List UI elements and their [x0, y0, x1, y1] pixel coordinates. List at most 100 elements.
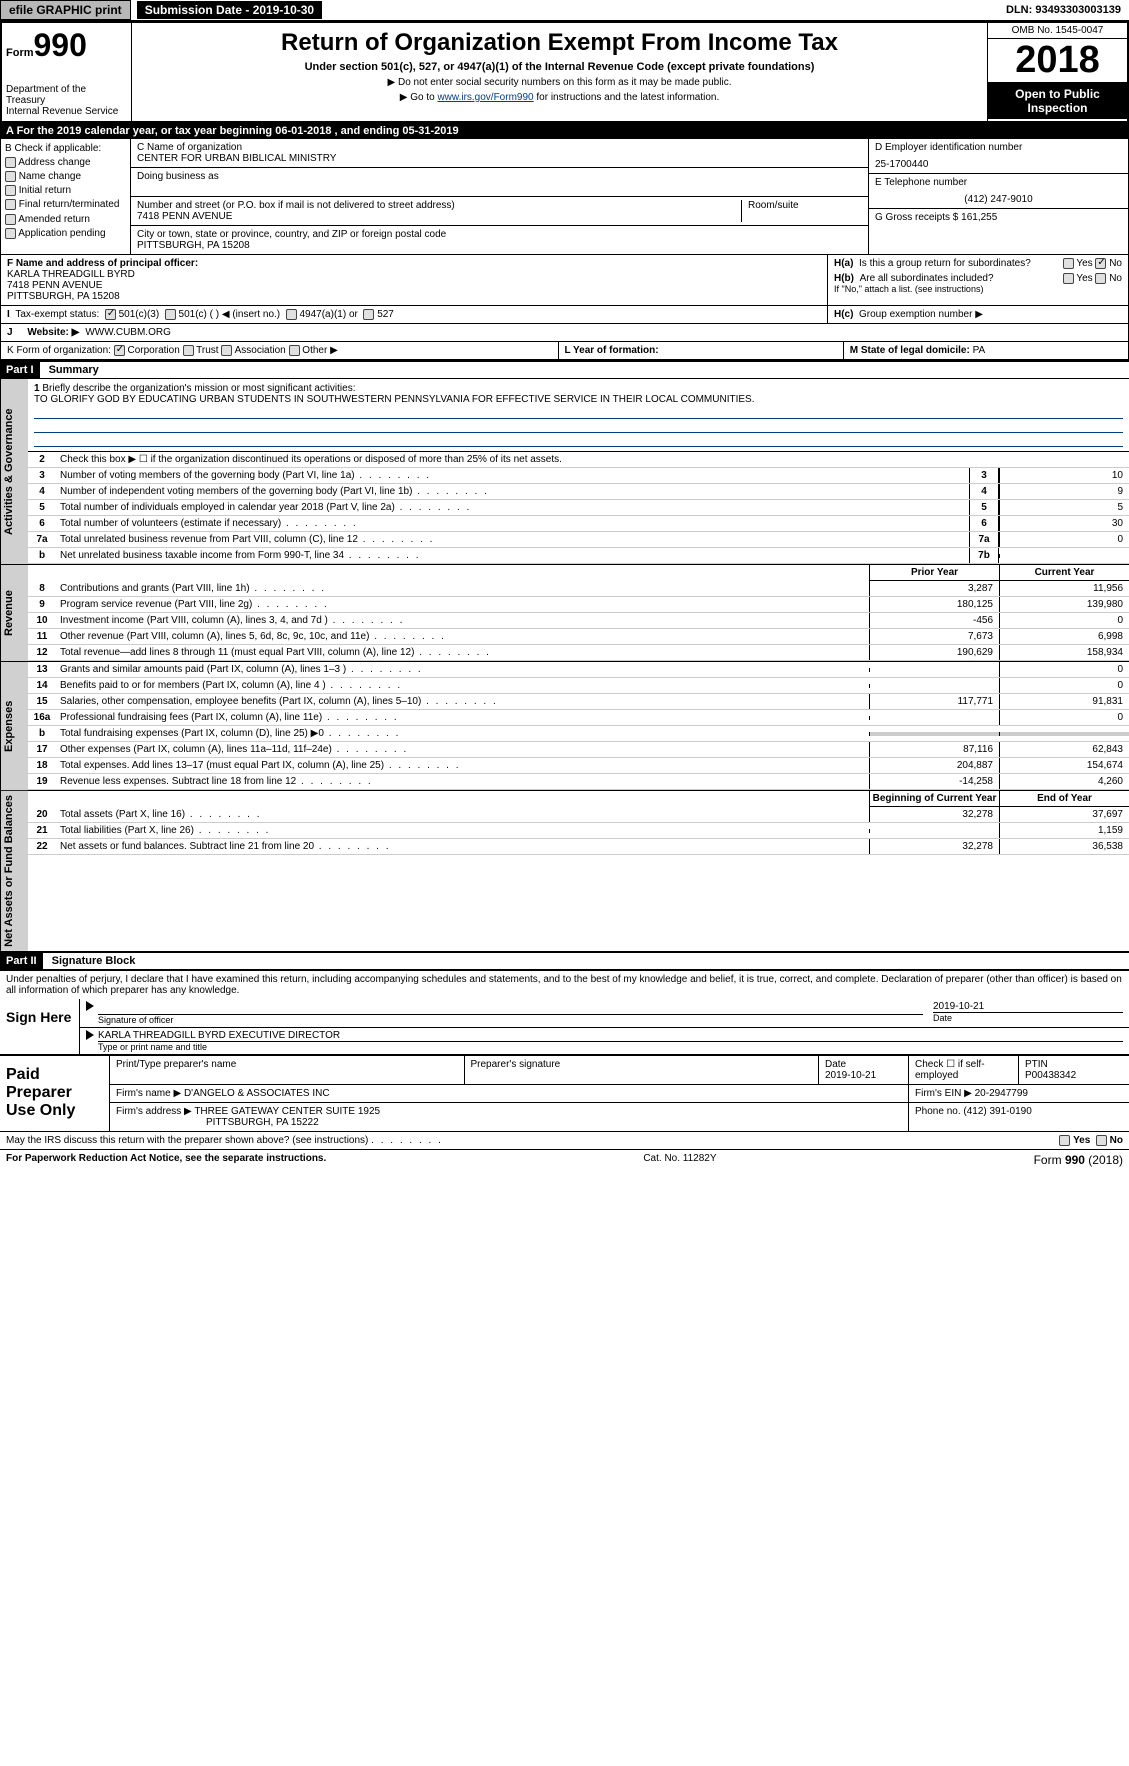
- irs-link[interactable]: www.irs.gov/Form990: [437, 92, 533, 103]
- table-row: 16aProfessional fundraising fees (Part I…: [28, 710, 1129, 726]
- firm-name: D'ANGELO & ASSOCIATES INC: [184, 1088, 330, 1099]
- dba-label: Doing business as: [137, 171, 862, 182]
- dept-label: Department of the Treasury: [6, 84, 127, 106]
- check-self-employed: Check ☐ if self-employed: [909, 1056, 1019, 1084]
- mission-text: TO GLORIFY GOD BY EDUCATING URBAN STUDEN…: [34, 394, 754, 405]
- form-subtitle: Under section 501(c), 527, or 4947(a)(1)…: [138, 61, 981, 73]
- form-number: Form990: [6, 27, 127, 64]
- prep-name-label: Print/Type preparer's name: [110, 1056, 465, 1084]
- dba-value: [137, 182, 862, 193]
- period-row: A For the 2019 calendar year, or tax yea…: [0, 123, 1129, 139]
- firm-phone: (412) 391-0190: [963, 1106, 1031, 1117]
- table-row: 9Program service revenue (Part VIII, lin…: [28, 597, 1129, 613]
- table-row: 18Total expenses. Add lines 13–17 (must …: [28, 758, 1129, 774]
- table-row: 22Net assets or fund balances. Subtract …: [28, 839, 1129, 855]
- table-row: 20Total assets (Part X, line 16)32,27837…: [28, 807, 1129, 823]
- website-value: WWW.CUBM.ORG: [85, 327, 171, 338]
- table-row: 14Benefits paid to or for members (Part …: [28, 678, 1129, 694]
- discuss-text: May the IRS discuss this return with the…: [6, 1135, 368, 1146]
- officer-label: F Name and address of principal officer:: [7, 258, 821, 269]
- cb-other[interactable]: [289, 345, 300, 356]
- ha-no[interactable]: [1095, 258, 1106, 269]
- footer-left: For Paperwork Reduction Act Notice, see …: [6, 1153, 326, 1167]
- efile-button[interactable]: efile GRAPHIC print: [0, 0, 131, 20]
- table-row: bTotal fundraising expenses (Part IX, co…: [28, 726, 1129, 742]
- arrow-icon: [86, 1001, 94, 1011]
- cb-trust[interactable]: [183, 345, 194, 356]
- cb-501c[interactable]: [165, 309, 176, 320]
- top-bar: efile GRAPHIC print Submission Date - 20…: [0, 0, 1129, 21]
- officer-addr1: 7418 PENN AVENUE: [7, 280, 821, 291]
- cb-corp[interactable]: [114, 345, 125, 356]
- table-row: 21Total liabilities (Part X, line 26)1,1…: [28, 823, 1129, 839]
- date-label: Date: [933, 1013, 1123, 1023]
- table-row: 7aTotal unrelated business revenue from …: [28, 532, 1129, 548]
- hb-yes[interactable]: [1063, 273, 1074, 284]
- paid-preparer-label: Paid Preparer Use Only: [0, 1056, 110, 1131]
- discuss-no[interactable]: [1096, 1135, 1107, 1146]
- discuss-yes[interactable]: [1059, 1135, 1070, 1146]
- arrow-icon: [86, 1030, 94, 1040]
- current-year-header: Current Year: [999, 565, 1129, 581]
- footer: For Paperwork Reduction Act Notice, see …: [0, 1149, 1129, 1170]
- officer-name: KARLA THREADGILL BYRD: [7, 269, 821, 280]
- footer-center: Cat. No. 11282Y: [643, 1153, 716, 1167]
- form-header: Form990 Department of the Treasury Inter…: [0, 21, 1129, 123]
- table-row: 19Revenue less expenses. Subtract line 1…: [28, 774, 1129, 790]
- firm-ein: 20-2947799: [975, 1088, 1028, 1099]
- cb-527[interactable]: [363, 309, 374, 320]
- omb-number: OMB No. 1545-0047: [988, 23, 1127, 39]
- ha-yes[interactable]: [1063, 258, 1074, 269]
- col-b-header: B Check if applicable:: [5, 143, 126, 154]
- cb-501c3[interactable]: [105, 309, 116, 320]
- cb-initial-return[interactable]: [5, 185, 16, 196]
- officer-addr2: PITTSBURGH, PA 15208: [7, 291, 821, 302]
- hb-note: If "No," attach a list. (see instruction…: [834, 284, 1122, 294]
- part2-header: Part II: [0, 953, 43, 969]
- identity-grid: B Check if applicable: Address change Na…: [0, 139, 1129, 255]
- city-value: PITTSBURGH, PA 15208: [137, 240, 862, 251]
- vtab-governance: Activities & Governance: [0, 379, 28, 564]
- table-row: 5Total number of individuals employed in…: [28, 500, 1129, 516]
- table-row: 15Salaries, other compensation, employee…: [28, 694, 1129, 710]
- ein-label: D Employer identification number: [875, 142, 1122, 153]
- submission-date: Submission Date - 2019-10-30: [137, 1, 322, 19]
- prep-sig-label: Preparer's signature: [465, 1056, 820, 1084]
- part1-header: Part I: [0, 362, 40, 378]
- table-row: 12Total revenue—add lines 8 through 11 (…: [28, 645, 1129, 661]
- dln: DLN: 93493303003139: [998, 2, 1129, 18]
- gross-value: 161,255: [961, 212, 997, 223]
- sign-here-label: Sign Here: [0, 999, 80, 1054]
- hb-no[interactable]: [1095, 273, 1106, 284]
- table-row: 3Number of voting members of the governi…: [28, 468, 1129, 484]
- table-row: 10Investment income (Part VIII, column (…: [28, 613, 1129, 629]
- tel-value: (412) 247-9010: [875, 194, 1122, 205]
- note-1: ▶ Do not enter social security numbers o…: [138, 77, 981, 88]
- firm-addr2: PITTSBURGH, PA 15222: [206, 1117, 319, 1128]
- cb-address-change[interactable]: [5, 157, 16, 168]
- cb-amended[interactable]: [5, 214, 16, 225]
- open-public-badge: Open to Public Inspection: [988, 83, 1127, 119]
- table-row: 13Grants and similar amounts paid (Part …: [28, 662, 1129, 678]
- officer-row: F Name and address of principal officer:…: [0, 255, 1129, 306]
- vtab-revenue: Revenue: [0, 565, 28, 661]
- street-label: Number and street (or P.O. box if mail i…: [137, 200, 741, 211]
- sig-officer-label: Signature of officer: [98, 1015, 923, 1025]
- part2-title: Signature Block: [46, 953, 142, 969]
- room-label: Room/suite: [748, 200, 862, 211]
- cb-name-change[interactable]: [5, 171, 16, 182]
- cb-app-pending[interactable]: [5, 228, 16, 239]
- table-row: 11Other revenue (Part VIII, column (A), …: [28, 629, 1129, 645]
- table-row: 4Number of independent voting members of…: [28, 484, 1129, 500]
- org-name-label: C Name of organization: [137, 142, 862, 153]
- sig-date: 2019-10-21: [933, 1001, 1123, 1013]
- cb-assoc[interactable]: [221, 345, 232, 356]
- ptin-value: P00438342: [1025, 1070, 1076, 1081]
- table-row: 8Contributions and grants (Part VIII, li…: [28, 581, 1129, 597]
- cb-final-return[interactable]: [5, 199, 16, 210]
- cb-4947[interactable]: [286, 309, 297, 320]
- irs-label: Internal Revenue Service: [6, 106, 127, 117]
- street-value: 7418 PENN AVENUE: [137, 211, 741, 222]
- footer-right: Form 990 (2018): [1034, 1153, 1123, 1167]
- table-row: 6Total number of volunteers (estimate if…: [28, 516, 1129, 532]
